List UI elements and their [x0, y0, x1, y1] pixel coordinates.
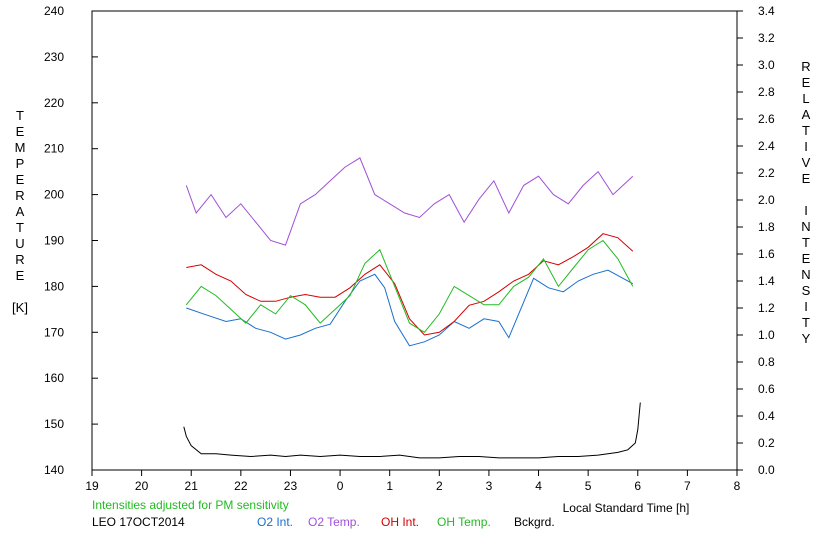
right-axis-title-letter: R [801, 59, 810, 74]
left-tick-label: 220 [44, 96, 64, 110]
left-axis-title-letter: U [15, 236, 24, 251]
right-axis-title-letter: V [802, 155, 811, 170]
right-axis-title-letter: E [802, 75, 811, 90]
right-tick-label: 3.2 [758, 31, 775, 45]
x-tick-label: 22 [234, 479, 248, 493]
legend-o2-temp: O2 Temp. [308, 515, 360, 529]
left-tick-label: 150 [44, 417, 64, 431]
right-tick-label: 0.0 [758, 463, 775, 477]
series-layer [183, 157, 641, 459]
right-tick-label: 2.0 [758, 193, 775, 207]
right-tick-label: 1.0 [758, 328, 775, 342]
right-axis-title-letter: E [802, 171, 811, 186]
right-axis-title-letter: I [804, 139, 808, 154]
x-tick-label: 6 [634, 479, 641, 493]
station-label: LEO 17OCT2014 [92, 515, 185, 529]
right-axis: 0.0 0.2 0.4 0.6 0.8 1.0 1.2 1.4 1.6 1.8 2.0 2.2 2.4 2… [737, 4, 775, 477]
x-tick-label: 2 [436, 479, 443, 493]
x-tick-label: 23 [284, 479, 298, 493]
x-tick-label: 7 [684, 479, 691, 493]
left-tick-label: 180 [44, 279, 64, 293]
right-axis-title-letter: S [802, 283, 811, 298]
right-tick-label: 0.6 [758, 382, 775, 396]
legend-oh-temp: OH Temp. [437, 515, 491, 529]
x-tick-label: 3 [486, 479, 493, 493]
x-tick-label: 20 [135, 479, 149, 493]
legend-o2-int: O2 Int. [257, 515, 294, 529]
right-axis-title-letter: T [802, 315, 810, 330]
right-tick-label: 0.2 [758, 436, 775, 450]
left-axis-title-letter: R [15, 252, 24, 267]
right-axis-title-letter: T [802, 123, 810, 138]
right-tick-label: 0.8 [758, 355, 775, 369]
right-tick-label: 1.6 [758, 247, 775, 261]
left-axis-title-letter: E [16, 268, 25, 283]
x-tick-label: 5 [585, 479, 592, 493]
x-tick-label: 4 [535, 479, 542, 493]
right-axis-title-letter: L [802, 91, 809, 106]
series-line-oh-temp [185, 239, 634, 333]
right-tick-label: 3.0 [758, 58, 775, 72]
x-tick-label: 0 [337, 479, 344, 493]
right-tick-label: 1.2 [758, 301, 775, 315]
right-tick-label: 1.4 [758, 274, 775, 288]
right-tick-label: 2.4 [758, 139, 775, 153]
right-tick-label: 3.4 [758, 4, 775, 18]
right-axis-title-letter: T [802, 235, 810, 250]
series-line-bckgrd [183, 402, 641, 459]
series-line-o2-int [186, 269, 634, 347]
left-tick-label: 190 [44, 234, 64, 248]
left-tick-label: 140 [44, 463, 64, 477]
left-tick-label: 210 [44, 142, 64, 156]
right-tick-label: 1.8 [758, 220, 775, 234]
left-tick-label: 240 [44, 4, 64, 18]
sensitivity-note: Intensities adjusted for PM sensitivity [92, 498, 289, 512]
left-tick-label: 200 [44, 188, 64, 202]
left-axis-title-letter: M [15, 140, 26, 155]
legend-bckgrd: Bckgrd. [514, 515, 555, 529]
left-axis-title-letter: E [16, 172, 25, 187]
x-axis-title: Local Standard Time [h] [563, 501, 690, 515]
left-tick-label: 170 [44, 325, 64, 339]
plot-frame [91, 10, 738, 471]
left-tick-label: 160 [44, 371, 64, 385]
left-tick-label: 230 [44, 50, 64, 64]
right-tick-label: 2.6 [758, 112, 775, 126]
right-tick-label: 2.2 [758, 166, 775, 180]
x-axis: 19 20 21 22 23 0 1 2 3 4 5 6 7 8 [85, 470, 741, 493]
left-axis-title-letter: T [16, 108, 24, 123]
left-axis-title-letter: A [16, 204, 25, 219]
left-axis-title-letter: R [15, 188, 24, 203]
right-axis-title-letter: A [802, 107, 811, 122]
right-axis-title-letter: I [804, 299, 808, 314]
legend-oh-int: OH Int. [381, 515, 420, 529]
left-axis-title-letter: E [16, 124, 25, 139]
right-axis-title-letter: E [802, 251, 811, 266]
x-tick-label: 21 [185, 479, 199, 493]
left-axis-title-letter: P [16, 156, 25, 171]
x-tick-label: 8 [734, 479, 741, 493]
series-line-o2-temp [185, 157, 634, 246]
x-tick-label: 1 [386, 479, 393, 493]
right-axis-title-letter: N [801, 267, 810, 282]
right-tick-label: 2.8 [758, 85, 775, 99]
left-axis-title-letter: [K] [12, 300, 28, 315]
left-axis-title-letter: T [16, 220, 24, 235]
series-line-oh-int [186, 233, 634, 336]
left-axis: 140 150 160 170 180 190 200 210 220 230 240 [44, 4, 98, 477]
right-axis-title-letter: I [804, 203, 808, 218]
right-axis-title-letter: N [801, 219, 810, 234]
x-tick-label: 19 [85, 479, 99, 493]
right-axis-title-letter: Y [802, 331, 811, 346]
right-tick-label: 0.4 [758, 409, 775, 423]
